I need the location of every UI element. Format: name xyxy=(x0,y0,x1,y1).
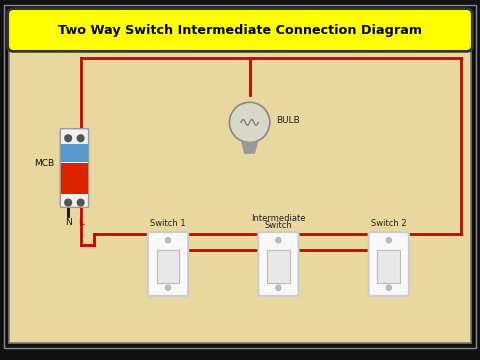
FancyBboxPatch shape xyxy=(369,232,409,296)
Circle shape xyxy=(166,285,171,291)
Circle shape xyxy=(77,199,84,206)
Text: Switch 1: Switch 1 xyxy=(150,219,186,228)
FancyBboxPatch shape xyxy=(4,5,476,348)
Circle shape xyxy=(276,238,281,243)
FancyBboxPatch shape xyxy=(8,9,472,51)
FancyBboxPatch shape xyxy=(258,232,299,296)
Text: N: N xyxy=(65,219,72,228)
FancyBboxPatch shape xyxy=(148,232,188,296)
FancyBboxPatch shape xyxy=(60,129,89,207)
Bar xyxy=(267,250,290,283)
Circle shape xyxy=(229,102,270,143)
Circle shape xyxy=(386,238,391,243)
Text: MCB: MCB xyxy=(34,159,54,168)
Bar xyxy=(61,163,88,194)
Circle shape xyxy=(276,285,281,291)
Bar xyxy=(61,144,88,162)
Bar xyxy=(377,250,400,283)
Polygon shape xyxy=(242,143,257,153)
Circle shape xyxy=(386,285,391,291)
Circle shape xyxy=(65,135,72,141)
Circle shape xyxy=(77,135,84,141)
Text: Switch 2: Switch 2 xyxy=(371,219,407,228)
Text: BULB: BULB xyxy=(276,116,300,125)
Text: Switch: Switch xyxy=(264,221,292,230)
Text: Two Way Switch Intermediate Connection Diagram: Two Way Switch Intermediate Connection D… xyxy=(58,23,422,36)
Circle shape xyxy=(166,238,171,243)
Text: L: L xyxy=(78,219,84,228)
Circle shape xyxy=(65,199,72,206)
Bar xyxy=(156,250,180,283)
Text: Intermediate: Intermediate xyxy=(251,215,306,224)
